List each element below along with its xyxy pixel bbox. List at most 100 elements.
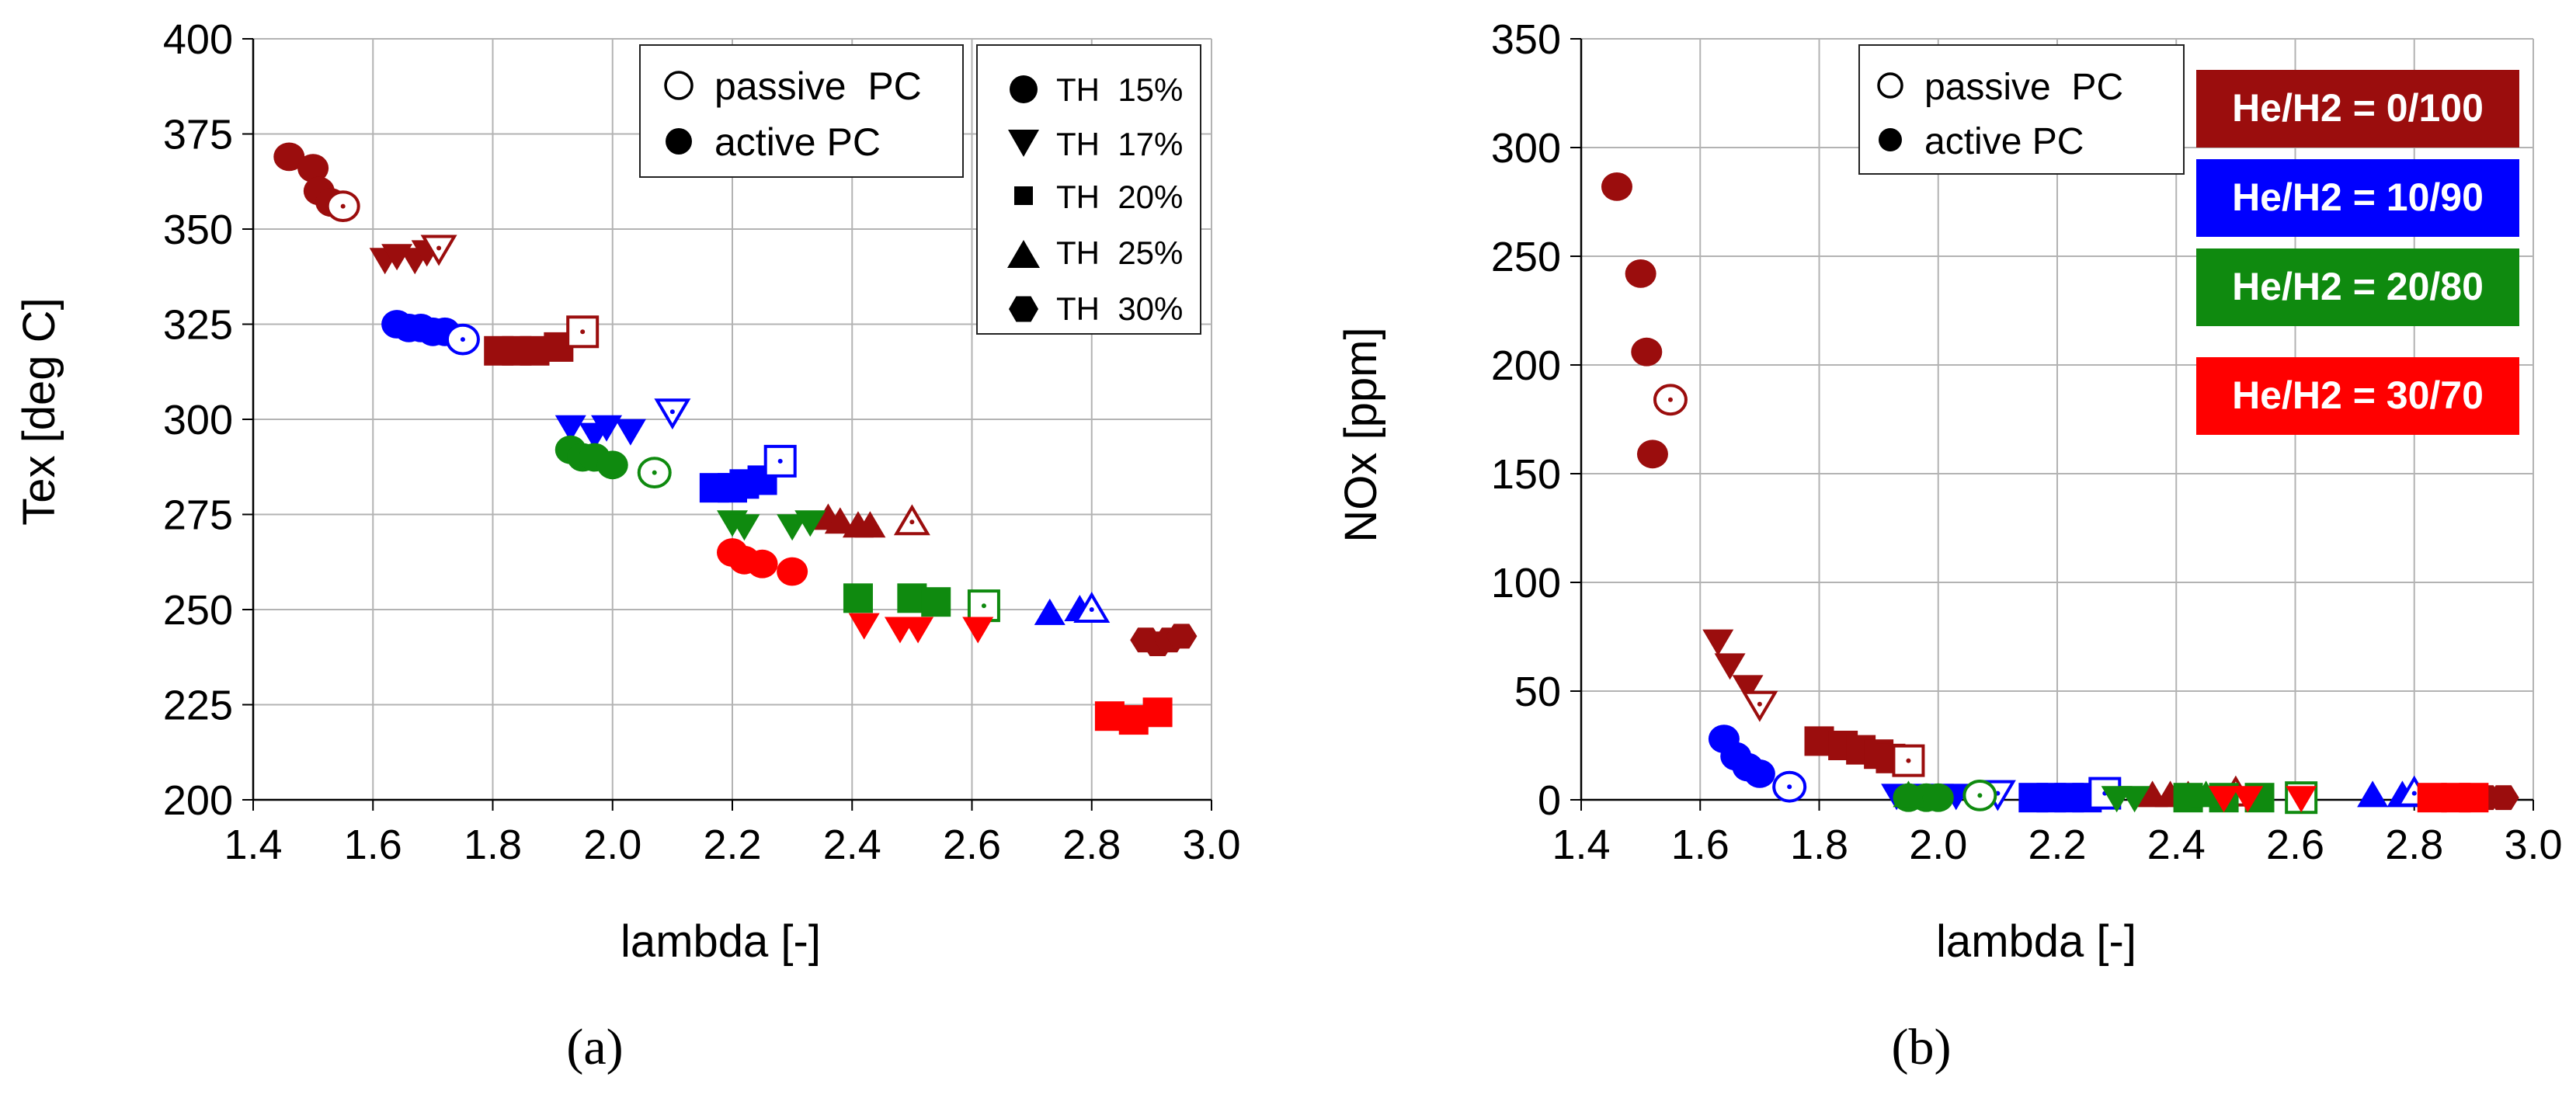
legend-mixture: He/H2 = 0/100 He/H2 = 10/90 He/H2 = 20/80 H… bbox=[2196, 70, 2519, 435]
y-tick-label: 50 bbox=[1514, 669, 1561, 715]
point-triangle-up bbox=[1893, 780, 1924, 808]
data-points bbox=[1601, 172, 2519, 815]
y-tick-label: 250 bbox=[1491, 234, 1561, 280]
point-square bbox=[843, 583, 873, 613]
point-square bbox=[1142, 697, 1173, 728]
passive-point-circle-center-dot bbox=[1787, 784, 1792, 790]
y-tick-label: 275 bbox=[163, 492, 233, 539]
y-tick-label: 350 bbox=[163, 207, 233, 253]
point-triangle-up bbox=[854, 511, 886, 538]
point-square bbox=[921, 587, 951, 617]
x-tick-label: 2.4 bbox=[823, 822, 881, 868]
legend-circle-icon bbox=[1010, 75, 1038, 103]
x-tick-label: 3.0 bbox=[2504, 822, 2562, 868]
point-triangle-up bbox=[1034, 598, 1066, 625]
data-points bbox=[273, 142, 1198, 735]
point-triangle-down bbox=[2286, 786, 2317, 813]
point-triangle-up bbox=[824, 507, 856, 534]
legend-th-20: TH 20% bbox=[1056, 179, 1183, 215]
y-tick-label: 375 bbox=[163, 112, 233, 158]
series-dark_red-square bbox=[1804, 726, 1925, 777]
passive-point-triangle-down-center-dot bbox=[669, 409, 675, 415]
y-tick-label: 150 bbox=[1491, 451, 1561, 498]
y-tick-label: 0 bbox=[1538, 777, 1561, 824]
legend-filled-circle-icon bbox=[1879, 128, 1902, 151]
point-triangle-down bbox=[554, 415, 586, 442]
legend-open-circle-icon bbox=[664, 71, 694, 100]
panel-label: (a) bbox=[566, 1019, 623, 1075]
y-axis-label: Tex [deg C] bbox=[14, 297, 64, 525]
point-circle bbox=[1743, 759, 1775, 788]
y-tick-label: 300 bbox=[1491, 125, 1561, 172]
x-axis-label: lambda [-] bbox=[1936, 916, 2136, 967]
legend-mixture-label: He/H2 = 30/70 bbox=[2232, 374, 2484, 417]
x-tick-label: 2.4 bbox=[2147, 822, 2206, 868]
x-tick-label: 1.4 bbox=[1552, 822, 1610, 868]
point-triangle-down bbox=[614, 419, 646, 446]
series-dark_red-circle bbox=[273, 142, 360, 223]
legend-passive-label: passive PC bbox=[1924, 67, 2123, 108]
point-triangle-up bbox=[2190, 780, 2222, 808]
legend-open-circle-icon bbox=[1877, 72, 1903, 99]
axes bbox=[242, 38, 1212, 811]
x-tick-label: 1.6 bbox=[344, 822, 402, 868]
point-circle bbox=[1636, 440, 1668, 469]
passive-point-circle-center-dot bbox=[652, 470, 657, 475]
y-tick-label: 325 bbox=[163, 302, 233, 349]
series-green-circle bbox=[554, 435, 672, 488]
series-blue-triangle-up bbox=[1034, 592, 1111, 625]
point-triangle-down bbox=[902, 617, 934, 644]
passive-point-square-center-dot bbox=[777, 458, 783, 464]
series-red-triangle-down bbox=[848, 613, 994, 644]
series-blue-circle bbox=[1708, 724, 1807, 803]
series-dark_red-hexagon bbox=[1130, 624, 1198, 656]
tick-labels: 1.4 1.6 1.8 2.0 2.2 2.4 2.6 2.8 3.0 0 50 100 150 200 2… bbox=[1491, 16, 2563, 868]
series-dark_red-square bbox=[484, 315, 600, 366]
point-triangle-down bbox=[728, 514, 760, 541]
point-circle bbox=[1601, 172, 1632, 201]
series-red-triangle-down bbox=[2208, 786, 2317, 813]
legend-square-icon bbox=[1014, 186, 1033, 205]
point-triangle-down bbox=[1702, 629, 1734, 656]
y-tick-label: 200 bbox=[1491, 342, 1561, 389]
point-circle bbox=[297, 154, 329, 183]
legend-th-25: TH 25% bbox=[1056, 235, 1183, 271]
y-tick-label: 200 bbox=[163, 777, 233, 824]
legend-mixture-label: He/H2 = 10/90 bbox=[2232, 175, 2484, 219]
series-dark_red-circle bbox=[1601, 172, 1688, 469]
passive-point-square-center-dot bbox=[1906, 758, 1911, 763]
point-triangle-down bbox=[794, 510, 826, 537]
passive-point-triangle-up-center-dot bbox=[909, 519, 915, 525]
x-tick-label: 2.2 bbox=[2028, 822, 2086, 868]
point-hexagon bbox=[1166, 624, 1198, 649]
panel-a-tex-chart: 1.4 1.6 1.8 2.0 2.2 2.4 2.6 2.8 3.0 200 225 250 275 3… bbox=[14, 16, 1241, 1075]
point-triangle-down bbox=[777, 514, 808, 541]
legend-hexagon-icon bbox=[1009, 296, 1038, 322]
x-tick-label: 2.0 bbox=[1909, 822, 1967, 868]
legend-mixture-swatch-dark_red bbox=[2196, 70, 2519, 148]
x-tick-label: 1.4 bbox=[224, 822, 282, 868]
point-circle bbox=[273, 142, 305, 172]
series-green-triangle-down bbox=[717, 510, 826, 541]
tick-labels: 1.4 1.6 1.8 2.0 2.2 2.4 2.6 2.8 3.0 200 225 250 275 3… bbox=[163, 16, 1241, 868]
passive-point-square-center-dot bbox=[981, 603, 986, 609]
x-tick-label: 2.8 bbox=[1062, 822, 1121, 868]
passive-point-circle-center-dot bbox=[460, 337, 465, 342]
y-tick-label: 100 bbox=[1491, 560, 1561, 606]
series-dark_red-triangle-down bbox=[1702, 629, 1778, 722]
legend-pc-box bbox=[1858, 44, 2185, 175]
point-circle bbox=[746, 549, 778, 579]
point-circle bbox=[596, 450, 628, 480]
x-tick-label: 1.8 bbox=[1790, 822, 1848, 868]
point-triangle-down bbox=[2232, 786, 2264, 813]
series-blue-circle bbox=[381, 310, 480, 356]
panel-b-nox-chart: 1.4 1.6 1.8 2.0 2.2 2.4 2.6 2.8 3.0 0 50 100 150 200 2… bbox=[1336, 16, 2563, 1075]
point-triangle-down bbox=[848, 613, 880, 640]
y-tick-label: 300 bbox=[163, 397, 233, 443]
series-red-square bbox=[1094, 697, 1173, 735]
point-triangle-up bbox=[2357, 780, 2389, 808]
x-tick-label: 2.6 bbox=[2266, 822, 2324, 868]
point-circle bbox=[1631, 337, 1663, 367]
passive-point-triangle-down-center-dot bbox=[1757, 701, 1762, 707]
legend-th-17: TH 17% bbox=[1056, 126, 1183, 162]
